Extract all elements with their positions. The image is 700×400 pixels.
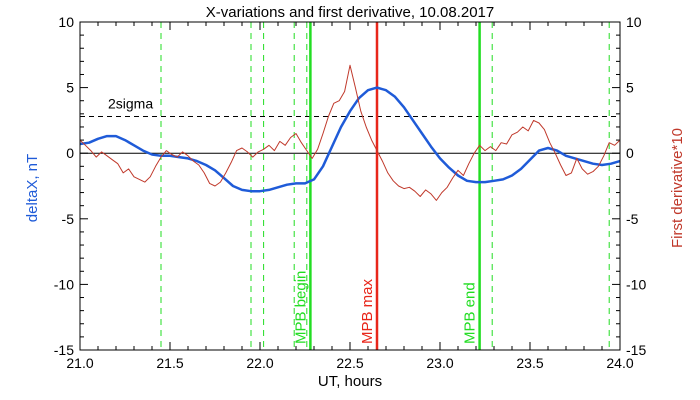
y-tick-label-left: 5 [66,80,74,96]
y-tick-label-left: -15 [54,342,74,358]
vertical-marker-label: MPB max [359,278,376,344]
y-axis-left-label: deltaX, nT [24,154,41,222]
x-tick-label: 23.0 [426,355,453,371]
y-tick-label-right: 0 [626,145,634,161]
x-axis-label: UT, hours [318,373,382,390]
y-tick-label-right: 5 [626,80,634,96]
y-tick-label-left: 0 [66,145,74,161]
x-tick-label: 22.5 [336,355,363,371]
derivative-series-line [79,64,621,201]
y-tick-label-right: -5 [626,211,639,227]
deltax-series-line [79,86,621,193]
y-tick-label-right: 10 [626,14,642,30]
y-tick-label-right: -10 [626,276,646,292]
y-tick-label-right: -15 [626,342,646,358]
plot-frame [79,21,621,351]
labels-layer: 2sigma MPB begin MPB max MPB end [108,95,479,344]
vertical-marker-label: MPB begin [292,271,309,344]
chart-title: X-variations and first derivative, 10.08… [206,4,495,21]
markers-layer [80,22,620,350]
sigma2-label: 2sigma [108,95,153,111]
x-tick-label: 24.0 [606,355,633,371]
y-tick-label-left: -10 [54,276,74,292]
x-tick-label: 21.5 [156,355,183,371]
x-tick-label: 22.0 [246,355,273,371]
x-tick-label: 23.5 [516,355,543,371]
vertical-marker-label: MPB end [462,282,479,344]
y-axis-right-label: First derivative*10 [669,128,686,248]
y-tick-label-left: -5 [62,211,75,227]
y-tick-label-left: 10 [58,14,74,30]
series-layer [79,64,621,201]
x-tick-label: 21.0 [66,355,93,371]
